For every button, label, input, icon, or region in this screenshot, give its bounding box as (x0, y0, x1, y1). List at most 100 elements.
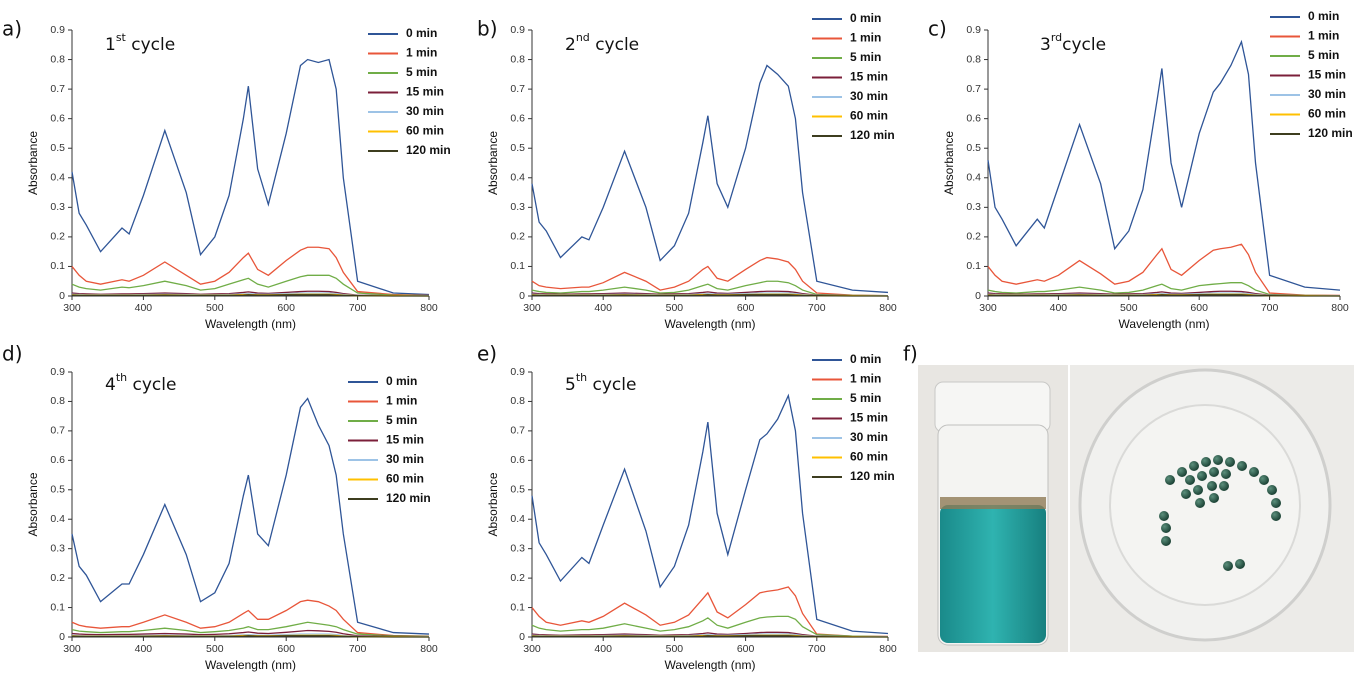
x-axis-label: Wavelength (nm) (205, 317, 296, 331)
x-tick-label: 500 (1120, 302, 1138, 314)
y-tick-label: 0.5 (50, 142, 65, 154)
panel-label: e) (477, 342, 497, 366)
spectrum-line (531, 615, 889, 638)
dish-inner (1109, 404, 1301, 606)
legend-label: 15 min (850, 411, 888, 425)
legend-label: 1 min (850, 372, 881, 386)
spectrum-line (71, 599, 430, 637)
y-tick-label: 0.2 (50, 572, 65, 584)
title-superscript: rd (1051, 31, 1062, 44)
vial-meniscus (940, 497, 1046, 509)
title-superscript: th (576, 371, 587, 384)
spectrum-line (531, 631, 888, 638)
x-tick-label: 700 (349, 302, 367, 314)
y-tick-label: 0.6 (50, 454, 65, 466)
y-tick-label: 0.3 (50, 201, 65, 213)
y-tick-label: 0.8 (510, 53, 525, 65)
photo-panel: f) (903, 342, 1354, 652)
x-tick-label: 600 (277, 643, 295, 655)
beads (1159, 455, 1281, 571)
y-tick-label: 0.9 (50, 24, 65, 36)
y-tick-label: 0.5 (510, 484, 525, 496)
y-tick-label: 0.7 (50, 83, 65, 95)
y-tick-label: 0 (59, 290, 65, 302)
chart-title: 4th cycle (105, 371, 176, 395)
legend-label: 0 min (386, 374, 417, 388)
spectrum-line (71, 294, 429, 297)
x-axis-label: Wavelength (nm) (205, 658, 296, 672)
legend-label: 0 min (1308, 9, 1339, 23)
legend-label: 120 min (850, 469, 895, 483)
x-tick-label: 700 (349, 643, 367, 655)
y-tick-label: 0.2 (510, 231, 525, 243)
y-tick-label: 0.5 (510, 142, 525, 154)
title-number: 1 (105, 35, 116, 55)
spectrum-line (987, 282, 1341, 297)
y-tick-label: 0.8 (510, 395, 525, 407)
legend-label: 30 min (850, 430, 888, 444)
legend-label: 0 min (406, 26, 437, 40)
x-tick-label: 600 (737, 643, 755, 655)
legend-label: 1 min (850, 31, 881, 45)
title-number: 4 (105, 375, 116, 395)
spectrum-line (531, 280, 889, 297)
y-tick-label: 0.1 (510, 601, 525, 613)
y-axis-label: Absorbance (942, 131, 956, 195)
legend-label: 120 min (850, 128, 895, 142)
y-tick-label: 0.3 (50, 542, 65, 554)
chart: 0 0.1 0.2 0.3 0.4 0.5 0.6 0.7 0.8 0.9 300 400 500 600… (477, 342, 897, 673)
x-tick-label: 800 (879, 302, 897, 314)
y-tick-label: 0.3 (966, 201, 981, 213)
x-tick-label: 300 (523, 643, 541, 655)
legend-label: 60 min (406, 124, 444, 138)
y-tick-label: 0.4 (50, 513, 65, 525)
chart: 0 0.1 0.2 0.3 0.4 0.5 0.6 0.7 0.8 0.9 300 400 500 600… (2, 17, 451, 332)
y-tick-label: 0.5 (966, 142, 981, 154)
spectrum-line (531, 586, 889, 638)
legend-label: 5 min (386, 413, 417, 427)
x-tick-label: 800 (1331, 302, 1349, 314)
spectrum-line (987, 243, 1341, 297)
x-tick-label: 500 (206, 302, 224, 314)
y-tick-label: 0.2 (50, 231, 65, 243)
y-tick-label: 0.6 (50, 112, 65, 124)
spectrum-line (531, 64, 889, 294)
chart-title: 3rdcycle (1040, 31, 1106, 55)
title-superscript: st (116, 31, 127, 44)
x-tick-label: 800 (879, 643, 897, 655)
spectrum-line (71, 621, 430, 638)
x-axis-label: Wavelength (nm) (665, 658, 756, 672)
y-tick-label: 0 (975, 290, 981, 302)
x-tick-label: 500 (666, 643, 684, 655)
spectrum-line (71, 397, 430, 635)
chart: 0 0.1 0.2 0.3 0.4 0.5 0.6 0.7 0.8 0.9 300 400 500 600… (477, 11, 897, 331)
y-tick-label: 0.9 (50, 366, 65, 378)
spectrum-line (71, 290, 429, 297)
x-tick-label: 300 (523, 302, 541, 314)
x-tick-label: 600 (277, 302, 295, 314)
y-tick-label: 0.1 (966, 260, 981, 272)
spectrum-line (71, 58, 430, 296)
title-number: 3 (1040, 35, 1051, 55)
spectrum-line (987, 290, 1340, 297)
spectrum-line (531, 393, 889, 635)
title-number: 2 (565, 35, 576, 55)
x-tick-label: 400 (594, 643, 612, 655)
y-tick-label: 0.9 (510, 24, 525, 36)
legend-label: 120 min (1308, 126, 1353, 140)
legend-label: 60 min (850, 109, 888, 123)
x-tick-label: 700 (808, 643, 826, 655)
y-tick-label: 0.1 (50, 601, 65, 613)
y-tick-label: 0.7 (510, 425, 525, 437)
x-tick-label: 700 (1261, 302, 1279, 314)
y-tick-label: 0.8 (966, 53, 981, 65)
y-tick-label: 0.6 (510, 454, 525, 466)
legend-label: 1 min (406, 46, 437, 60)
title-number: 5 (565, 375, 576, 395)
chart-title: 2nd cycle (565, 31, 639, 55)
x-tick-label: 300 (63, 302, 81, 314)
panel-label: b) (477, 17, 498, 41)
y-tick-label: 0.5 (50, 484, 65, 496)
legend-label: 30 min (406, 104, 444, 118)
